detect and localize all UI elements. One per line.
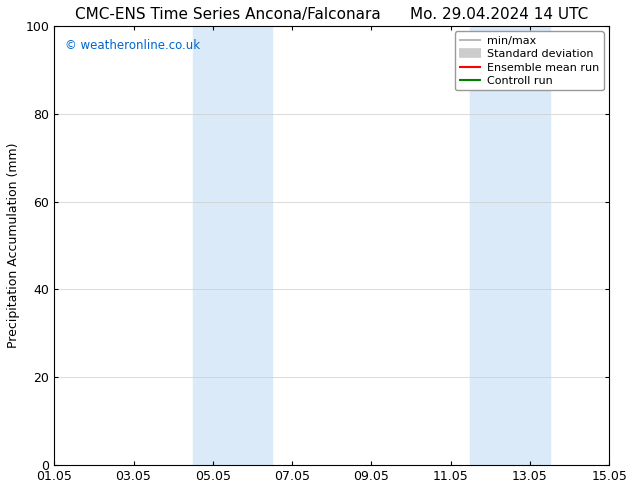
Text: © weatheronline.co.uk: © weatheronline.co.uk bbox=[65, 39, 200, 52]
Bar bbox=[193, 26, 272, 465]
Bar bbox=[470, 26, 550, 465]
Y-axis label: Precipitation Accumulation (mm): Precipitation Accumulation (mm) bbox=[7, 143, 20, 348]
Legend: min/max, Standard deviation, Ensemble mean run, Controll run: min/max, Standard deviation, Ensemble me… bbox=[455, 31, 604, 90]
Title: CMC-ENS Time Series Ancona/Falconara      Mo. 29.04.2024 14 UTC: CMC-ENS Time Series Ancona/Falconara Mo.… bbox=[75, 7, 588, 22]
